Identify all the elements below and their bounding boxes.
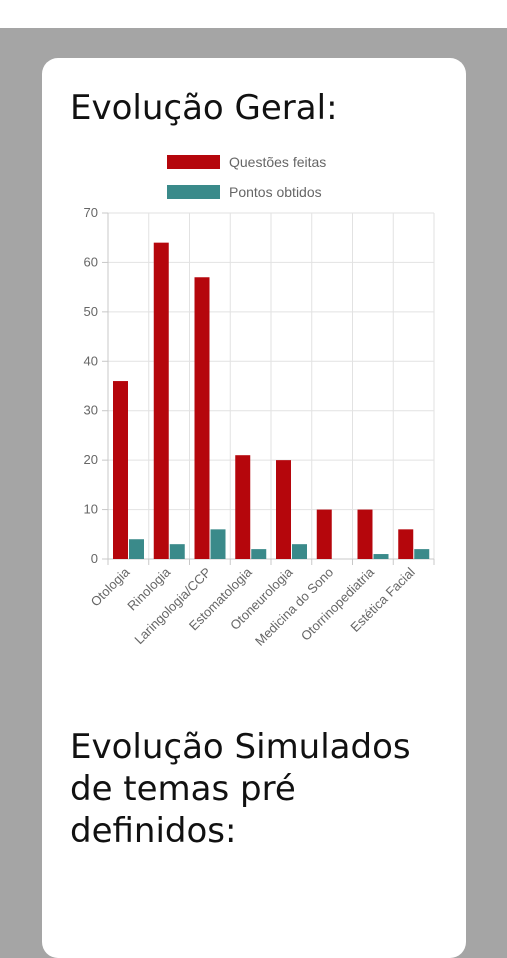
page-title: Evolução Geral: [70, 88, 338, 128]
bar-questoes[interactable] [357, 509, 373, 559]
y-tick-label: 40 [84, 353, 98, 368]
bar-questoes[interactable] [153, 242, 169, 559]
legend-swatch[interactable] [167, 185, 220, 199]
y-tick-label: 0 [91, 551, 98, 566]
evolution-card [42, 58, 466, 958]
bar-questoes[interactable] [113, 381, 128, 559]
y-tick-label: 10 [84, 502, 98, 517]
y-axis-ticks: 0 10 20 30 40 50 60 70 [84, 205, 108, 566]
status-strip [0, 0, 507, 28]
y-tick-label: 60 [84, 254, 98, 269]
legend-label[interactable]: Pontos obtidos [229, 184, 322, 200]
bar-pontos[interactable] [129, 539, 144, 559]
bar-pontos[interactable] [292, 544, 307, 559]
evolution-bar-chart: 0 10 20 30 40 50 60 70 OtologiaRinologiaLaringo… [84, 154, 435, 649]
bar-pontos[interactable] [251, 549, 267, 559]
chart-legend: Questões feitas Pontos obtidos [167, 154, 326, 200]
bar-pontos[interactable] [414, 549, 430, 559]
chart-bars [113, 242, 430, 559]
bar-questoes[interactable] [235, 455, 251, 559]
section-title-simulados: Evolução Simulados de temas pré definido… [70, 727, 411, 851]
y-tick-label: 70 [84, 205, 98, 220]
bar-questoes[interactable] [316, 509, 332, 559]
legend-label[interactable]: Questões feitas [229, 154, 326, 170]
x-axis-ticks: OtologiaRinologiaLaringologia/CCPEstomat… [88, 559, 435, 649]
legend-swatch[interactable] [167, 155, 220, 169]
bar-pontos[interactable] [210, 529, 226, 559]
x-tick-label: Otorrinopediatria [298, 564, 378, 644]
bar-questoes[interactable] [276, 460, 291, 559]
bar-questoes[interactable] [194, 277, 210, 559]
y-tick-label: 30 [84, 403, 98, 418]
y-tick-label: 50 [84, 304, 98, 319]
bar-pontos[interactable] [169, 544, 185, 559]
bar-questoes[interactable] [398, 529, 414, 559]
bar-pontos[interactable] [373, 554, 389, 559]
y-tick-label: 20 [84, 452, 98, 467]
